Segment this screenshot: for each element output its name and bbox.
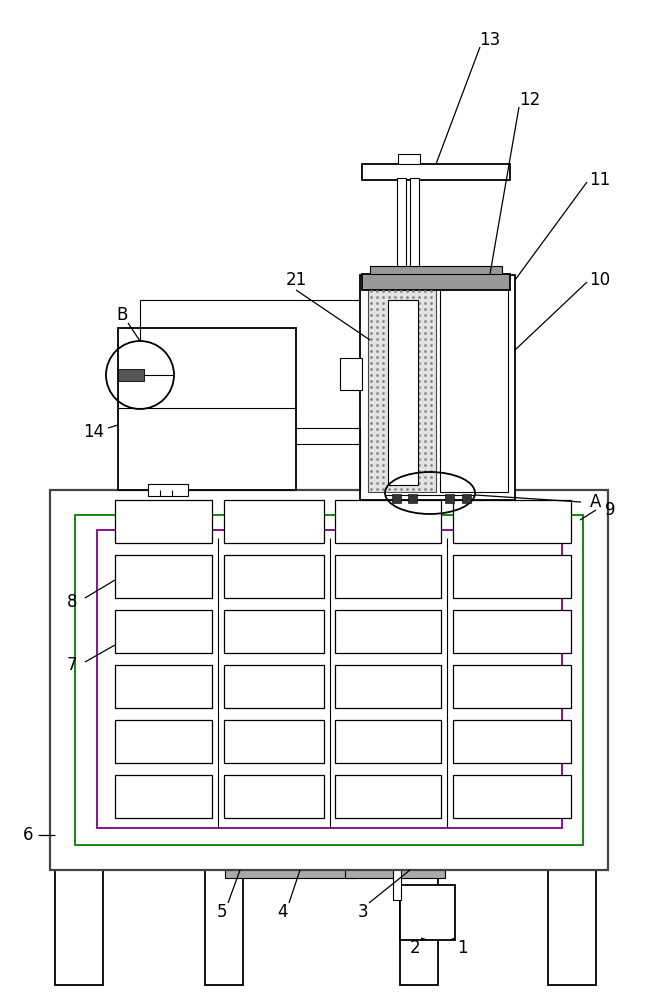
Text: A: A	[590, 493, 602, 511]
Bar	[97, 530, 562, 828]
Bar	[370, 266, 502, 274]
Bar	[398, 154, 420, 164]
Text: 12: 12	[519, 91, 540, 109]
Bar	[225, 868, 355, 878]
Text: 2: 2	[410, 939, 420, 957]
Bar	[453, 610, 571, 653]
Bar	[224, 775, 324, 818]
Bar	[115, 610, 212, 653]
Bar	[392, 494, 401, 503]
Bar	[462, 494, 471, 503]
Text: 14: 14	[84, 423, 105, 441]
Bar	[335, 555, 441, 598]
Bar	[360, 275, 515, 500]
Text: 11: 11	[589, 171, 611, 189]
Bar	[55, 870, 103, 985]
Bar	[388, 300, 418, 485]
Bar	[224, 610, 324, 653]
Bar	[305, 510, 319, 524]
Bar	[115, 555, 212, 598]
Bar	[453, 500, 571, 543]
Bar	[50, 490, 608, 870]
Bar	[335, 500, 441, 543]
Bar	[362, 274, 510, 290]
Bar	[548, 870, 596, 985]
Bar	[453, 665, 571, 708]
Text: 8: 8	[67, 593, 77, 611]
Bar	[115, 665, 212, 708]
Bar	[75, 515, 583, 845]
Bar	[400, 858, 460, 868]
Bar	[345, 868, 445, 878]
Bar	[118, 369, 144, 381]
Bar	[115, 500, 212, 543]
Bar	[453, 555, 571, 598]
Text: 10: 10	[589, 271, 610, 289]
Bar	[335, 720, 441, 763]
Text: 1: 1	[457, 939, 467, 957]
Bar	[440, 287, 508, 492]
Bar	[340, 358, 362, 390]
Bar	[453, 720, 571, 763]
Text: 21: 21	[285, 271, 306, 289]
Text: 4: 4	[277, 903, 288, 921]
Bar	[400, 870, 438, 985]
Bar	[220, 854, 365, 870]
Bar	[335, 665, 441, 708]
Bar	[224, 500, 324, 543]
Bar	[445, 494, 454, 503]
Bar	[362, 164, 510, 180]
Bar	[393, 860, 401, 900]
Bar	[224, 720, 324, 763]
Bar	[400, 885, 455, 940]
Bar	[224, 555, 324, 598]
Bar	[397, 178, 406, 266]
Bar	[224, 665, 324, 708]
Bar	[453, 775, 571, 818]
Bar	[408, 494, 417, 503]
Text: 6: 6	[23, 826, 33, 844]
Bar	[205, 870, 243, 985]
Bar	[335, 775, 441, 818]
Bar	[335, 610, 441, 653]
Text: 5: 5	[217, 903, 227, 921]
Text: 7: 7	[67, 656, 77, 674]
Bar	[118, 328, 296, 490]
Bar	[148, 484, 188, 496]
Bar	[410, 178, 419, 266]
Text: 13: 13	[479, 31, 501, 49]
Text: 9: 9	[605, 501, 616, 519]
Bar	[115, 775, 212, 818]
Text: B: B	[116, 306, 128, 324]
Bar	[368, 287, 436, 492]
Text: 3: 3	[358, 903, 368, 921]
Bar	[340, 854, 450, 870]
Bar	[115, 720, 212, 763]
